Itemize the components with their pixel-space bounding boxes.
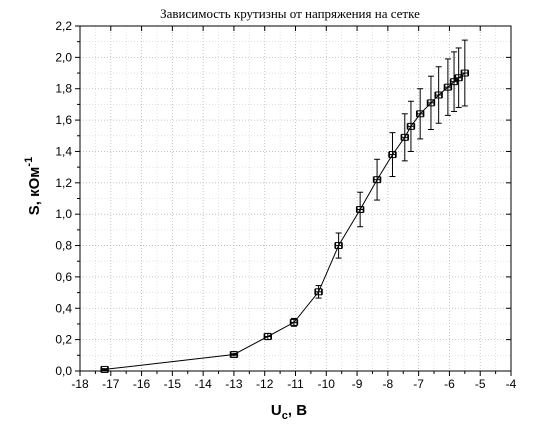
y-tick-label: 2,0 [55, 50, 72, 64]
axes: -18 -17 -16 -15 -14 -13 -12 -11 -10 -9 -8 -7 -6 -5 -4 0… [55, 19, 516, 391]
marker-square [407, 122, 415, 130]
marker-square [315, 288, 323, 296]
x-tick-label: -7 [413, 377, 424, 391]
y-axis-label-main: S, кОм [26, 167, 43, 216]
marker-square [388, 151, 396, 159]
marker-square [444, 83, 452, 91]
x-tick-label: -8 [383, 377, 394, 391]
marker-square [401, 133, 409, 141]
y-tick-label: 2,2 [55, 19, 72, 33]
marker-square [230, 351, 238, 359]
marker-square [450, 78, 458, 86]
data-point [372, 158, 382, 201]
x-tick-label: -18 [71, 377, 89, 391]
series-line [104, 72, 466, 370]
marker-square [335, 242, 343, 250]
y-tick-label: 1,4 [55, 144, 72, 158]
data-point [426, 75, 436, 130]
marker-square [455, 74, 463, 82]
x-tick-label: -6 [444, 377, 455, 391]
x-tick-label: -5 [475, 377, 486, 391]
x-tick-label: -10 [318, 377, 336, 391]
x-tick-label: -17 [102, 377, 120, 391]
data-point [434, 66, 443, 124]
data-point [454, 47, 463, 109]
data-point [400, 113, 409, 162]
marker-square [373, 176, 381, 184]
marker-square [101, 365, 109, 373]
marker-square [461, 69, 469, 77]
data-point [289, 317, 299, 327]
y-tick-label: 1,8 [55, 82, 72, 96]
y-tick-label: 1,0 [55, 207, 72, 221]
x-axis-label-suffix: , В [288, 402, 307, 419]
x-tick-label: -16 [133, 377, 151, 391]
y-tick-label: 0,0 [55, 364, 72, 378]
x-axis-label-sub: c [282, 410, 288, 422]
y-tick-label: 1,6 [55, 113, 72, 127]
y-tick-label: 0,6 [55, 270, 72, 284]
data-point [314, 285, 323, 299]
data-series [100, 39, 470, 373]
data-point [229, 351, 239, 359]
x-tick-label: -4 [506, 377, 517, 391]
y-tick-label: 0,8 [55, 239, 72, 253]
data-point [355, 191, 365, 228]
x-tick-label: -13 [225, 377, 243, 391]
x-axis-label-main: U [271, 402, 282, 419]
data-point [443, 58, 453, 116]
data-point [388, 132, 397, 178]
data-point [263, 332, 272, 341]
data-point [334, 232, 343, 259]
x-tick-label: -11 [287, 377, 304, 391]
x-tick-label: -9 [352, 377, 363, 391]
marker-square [435, 91, 443, 99]
y-axis-label: S, кОм-1 [23, 157, 43, 215]
x-tick-label: -15 [164, 377, 182, 391]
data-point [449, 51, 459, 112]
data-point [415, 88, 425, 140]
marker-square [290, 318, 298, 326]
data-point [100, 365, 109, 373]
marker-square [264, 333, 272, 340]
marker-square [416, 110, 424, 118]
chart-title: Зависимость крутизны от напряжения на се… [160, 6, 420, 21]
gridlines [79, 25, 512, 372]
y-tick-label: 0,2 [55, 333, 72, 347]
x-tick-label: -12 [256, 377, 274, 391]
x-axis-label: Uc, В [271, 402, 307, 422]
x-tick-label: -14 [194, 377, 212, 391]
marker-square [427, 99, 435, 107]
marker-square [356, 205, 364, 213]
y-tick-label: 1,2 [55, 176, 72, 190]
data-point [406, 100, 416, 152]
y-axis-label-sup: -1 [23, 157, 35, 167]
y-tick-label: 0,4 [55, 301, 72, 315]
data-point [460, 39, 470, 107]
